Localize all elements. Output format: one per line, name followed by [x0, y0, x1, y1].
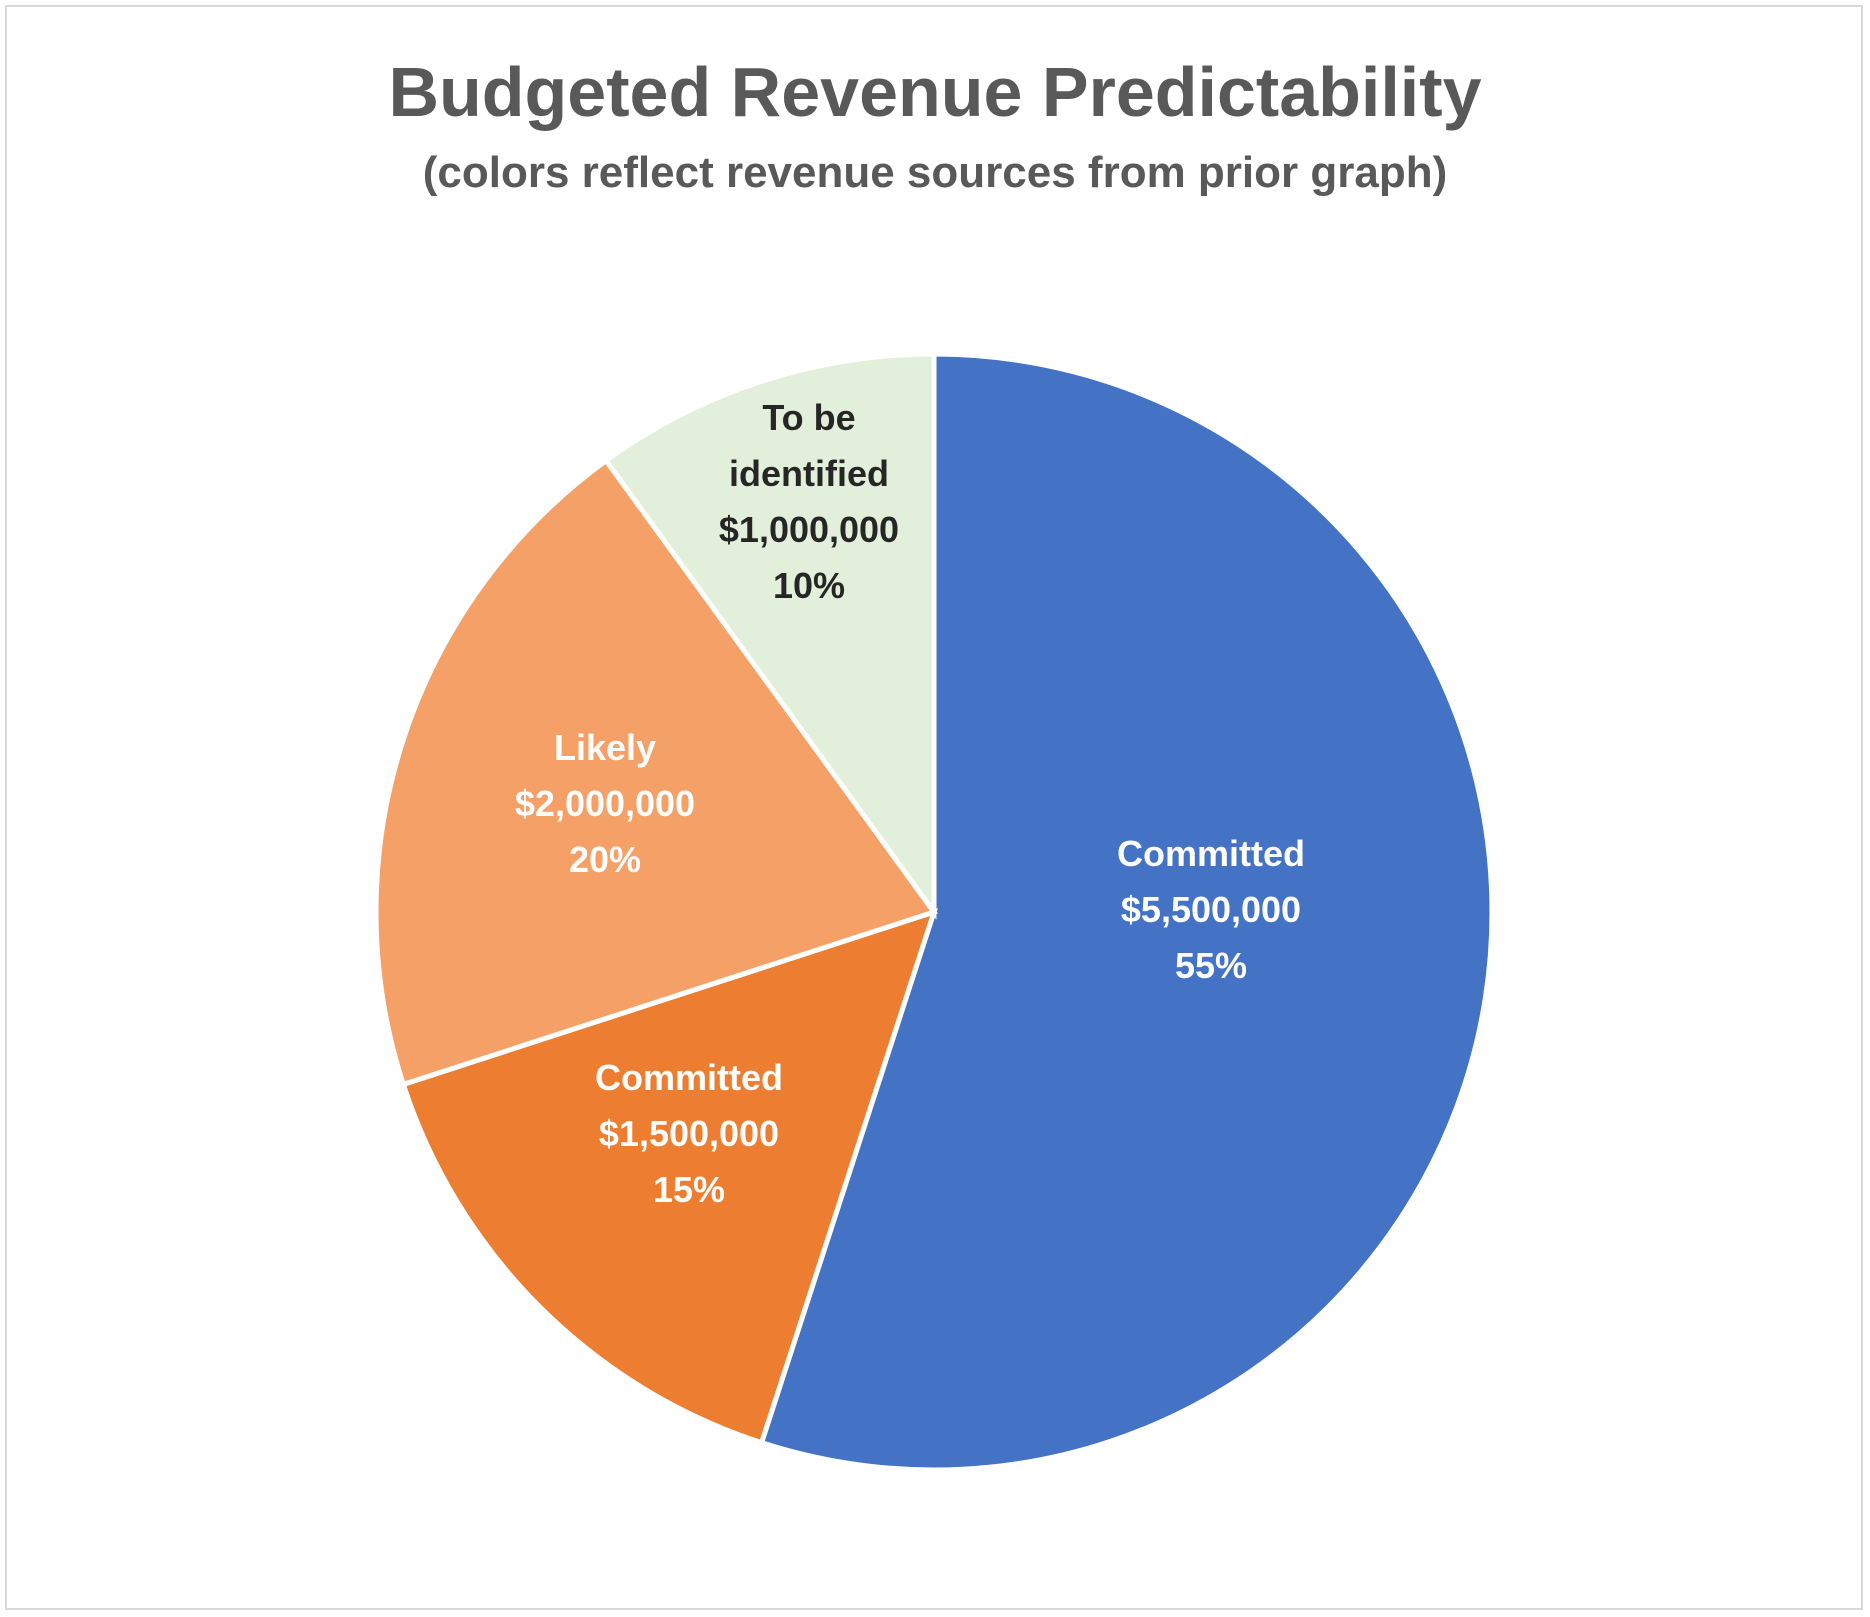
data-label-line: 15% [653, 1169, 725, 1210]
chart-title: Budgeted Revenue Predictability [388, 53, 1482, 131]
data-label-0: Committed $5,500,000 55% [1117, 833, 1305, 986]
data-label-line: $1,500,000 [599, 1113, 779, 1154]
data-label-line: $5,500,000 [1121, 889, 1301, 930]
data-label-line: 55% [1175, 945, 1247, 986]
data-label-line: 20% [569, 839, 641, 880]
data-label-line: Committed [1117, 833, 1305, 874]
data-label-line: $1,000,000 [719, 509, 899, 550]
pie-slice-0 [758, 351, 1495, 1473]
data-label-line: 10% [773, 565, 845, 606]
data-label-line: identified [729, 453, 889, 494]
pie-slice-1 [400, 908, 938, 1446]
chart-frame [5, 5, 1863, 1610]
data-label-1: Committed $1,500,000 15% [595, 1057, 783, 1210]
data-label-line: Committed [595, 1057, 783, 1098]
data-label-2: Likely $2,000,000 20% [515, 727, 695, 880]
data-label-3: To be identified $1,000,000 10% [719, 397, 899, 606]
chart-subtitle: (colors reflect revenue sources from pri… [422, 148, 1448, 197]
pie-slice-3 [602, 351, 937, 920]
data-label-line: To be [762, 397, 855, 438]
data-label-line: $2,000,000 [515, 783, 695, 824]
data-label-line: Likely [554, 727, 656, 768]
pie-slice-2 [373, 457, 939, 1088]
